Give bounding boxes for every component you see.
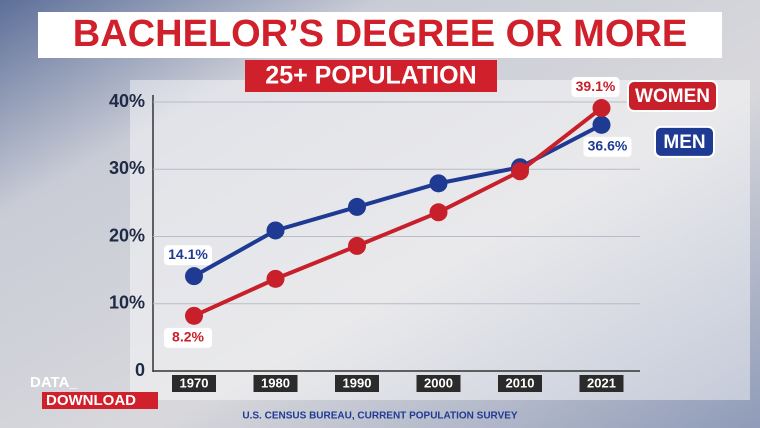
data-point <box>266 221 285 240</box>
chart-title: BACHELOR’S DEGREE OR MORE <box>73 13 687 55</box>
value-label: 36.6% <box>588 138 628 154</box>
brand-box <box>42 392 158 409</box>
data-point <box>348 197 366 216</box>
x-tick-label: 2021 <box>587 375 616 390</box>
brand-line1: DATA_ <box>30 374 78 391</box>
x-tick-label: 1990 <box>343 375 372 390</box>
x-tick-box <box>253 375 298 392</box>
value-label: 8.2% <box>172 329 204 345</box>
value-label: 14.1% <box>168 246 208 262</box>
y-tick-label: 30% <box>109 158 145 178</box>
series-line <box>193 106 603 318</box>
x-tick-box <box>416 375 461 392</box>
x-tick-label: 2010 <box>506 375 535 390</box>
value-label: 39.1% <box>576 78 616 94</box>
y-tick-label: 20% <box>109 225 145 245</box>
subtitle-box <box>245 60 497 92</box>
legend-box <box>627 80 718 113</box>
x-tick-label: 1970 <box>180 375 209 390</box>
data-point <box>511 162 529 181</box>
brand-line2: DOWNLOAD <box>46 392 136 409</box>
chart-subtitle: 25+ POPULATION <box>265 62 476 90</box>
title-box <box>38 12 722 58</box>
data-point <box>429 174 448 193</box>
source: U.S. CENSUS BUREAU, CURRENT POPULATION S… <box>242 411 518 422</box>
legend-label: MEN <box>663 132 705 153</box>
y-tick-label: 40% <box>109 91 145 111</box>
x-tick-box <box>498 375 542 392</box>
value-label-box <box>583 136 632 157</box>
value-label-box <box>571 77 620 98</box>
data-point <box>185 306 203 325</box>
value-label-box <box>164 327 212 348</box>
data-point <box>266 269 285 288</box>
data-point <box>185 267 203 286</box>
x-tick-box <box>335 375 379 392</box>
x-tick-label: 1980 <box>261 375 290 390</box>
data-point <box>592 115 611 134</box>
y-tick-label: 10% <box>109 293 145 313</box>
x-tick-box <box>172 375 216 392</box>
value-label-box <box>164 245 212 266</box>
data-point <box>592 99 611 118</box>
legend-label: WOMEN <box>635 86 710 107</box>
x-tick-label: 2000 <box>424 375 453 390</box>
legend-box <box>654 125 715 158</box>
y-tick-label: 0 <box>135 360 145 380</box>
data-point <box>348 236 366 255</box>
x-tick-box <box>579 375 624 392</box>
plot-backdrop <box>130 80 750 400</box>
data-point <box>429 203 448 222</box>
